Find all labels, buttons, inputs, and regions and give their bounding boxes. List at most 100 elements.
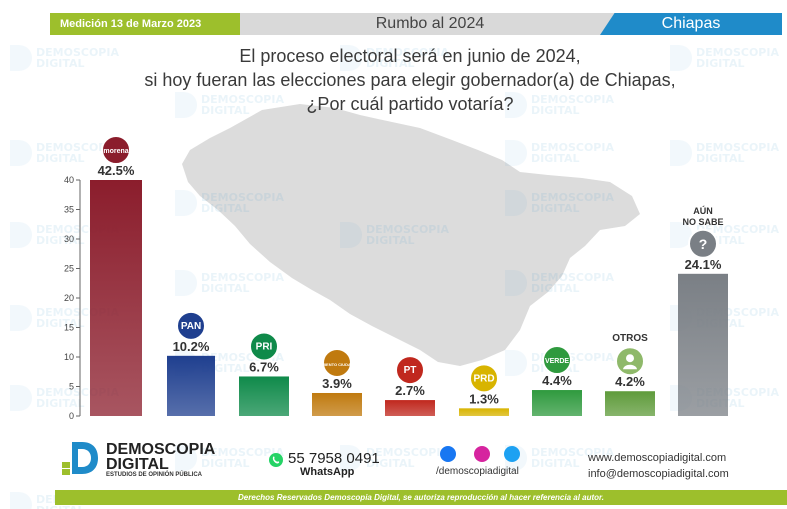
watermark-d-icon	[670, 45, 692, 71]
watermark-text: DIGITAL	[696, 152, 745, 165]
party-logo-icon	[322, 347, 352, 378]
watermark-d-icon	[340, 445, 362, 471]
watermark-text: DIGITAL	[36, 57, 85, 70]
party-logo-text: PT	[404, 365, 417, 376]
watermark-d-icon	[175, 270, 197, 296]
watermark-text: DIGITAL	[366, 234, 415, 247]
watermark-text: DEMOSCOPIA	[201, 191, 284, 204]
y-tick-label: 5	[69, 382, 74, 392]
y-tick-label: 15	[64, 323, 74, 333]
watermark-d-icon	[505, 350, 527, 376]
watermark-d-icon	[10, 45, 32, 71]
bar-value-label: 3.9%	[322, 376, 352, 391]
brand-name-line-2: DIGITAL	[106, 456, 169, 473]
watermark-text: DIGITAL	[36, 234, 85, 247]
bar-value-label: 1.3%	[469, 391, 499, 406]
watermark-text: DEMOSCOPIA	[696, 46, 779, 59]
watermark-text: DEMOSCOPIA	[531, 446, 614, 459]
watermark-d-icon	[505, 92, 527, 118]
watermark-text: DEMOSCOPIA	[696, 141, 779, 154]
watermark-d-icon	[505, 270, 527, 296]
watermark-text: DIGITAL	[36, 504, 85, 509]
bar-9	[678, 273, 728, 416]
watermark-d-icon	[175, 92, 197, 118]
watermark-d-icon	[505, 140, 527, 166]
brand-name-line-1: DEMOSCOPIA	[106, 441, 216, 458]
watermark-text: DIGITAL	[201, 104, 250, 117]
bar-3	[239, 376, 289, 416]
person-icon	[626, 354, 634, 363]
bar-value-label: 6.7%	[249, 359, 279, 374]
bar-2	[167, 355, 215, 416]
y-tick-label: 0	[69, 411, 74, 421]
watermark-text: DIGITAL	[366, 57, 415, 70]
party-logo-icon	[688, 228, 718, 259]
whatsapp-icon	[269, 453, 283, 467]
header-bar: Medición 13 de Marzo 2023 Rumbo al 2024 …	[0, 10, 787, 38]
facebook-icon[interactable]	[440, 446, 456, 462]
category-caption: AÚN	[693, 205, 713, 216]
question-line-1: El proceso electoral será en junio de 20…	[239, 46, 581, 66]
survey-question: El proceso electoral será en junio de 20…	[100, 44, 720, 116]
y-tick-label: 25	[64, 264, 74, 274]
bar-value-label: 42.5%	[98, 163, 135, 178]
y-tick-label: 40	[64, 175, 74, 185]
watermark-text: DEMOSCOPIA	[36, 141, 119, 154]
twitter-icon[interactable]	[504, 446, 520, 462]
bar-value-label: 4.2%	[615, 374, 645, 389]
email-link[interactable]: info@demoscopiadigital.com	[588, 468, 729, 480]
party-logo-text: PAN	[181, 321, 201, 332]
y-tick-label: 10	[64, 352, 74, 362]
bar-5	[385, 400, 435, 416]
category-caption: OTROS	[612, 333, 648, 344]
party-logo-text: PRD	[473, 373, 494, 384]
instagram-icon[interactable]	[474, 446, 490, 462]
rights-notice: Derechos Reservados Demoscopia Digital, …	[55, 490, 787, 505]
region-label: Chiapas	[600, 13, 782, 35]
question-line-2: si hoy fueran las elecciones para elegir…	[144, 70, 676, 90]
bar-1	[90, 180, 142, 416]
party-logo-icon	[101, 135, 131, 165]
party-logo-icon	[249, 331, 279, 362]
bar-4	[312, 392, 362, 416]
watermark-text: DIGITAL	[531, 152, 580, 165]
brand-d-icon	[62, 442, 98, 475]
watermark-text: DIGITAL	[531, 282, 580, 295]
watermark-d-icon	[10, 222, 32, 248]
watermark-text: DEMOSCOPIA	[201, 271, 284, 284]
whatsapp-number: 55 7958 0491	[288, 450, 380, 467]
social-handle[interactable]: /demoscopiadigital	[436, 466, 519, 477]
watermark-text: DEMOSCOPIA	[201, 446, 284, 459]
watermark-d-icon	[670, 140, 692, 166]
watermark-text: DEMOSCOPIA	[366, 46, 449, 59]
watermark-text: DEMOSCOPIA	[36, 46, 119, 59]
website-link[interactable]: www.demoscopiadigital.com	[588, 452, 727, 464]
y-axis: 0 5 10 15 20 25 30 35 40	[64, 175, 81, 421]
y-tick-label: 20	[64, 293, 74, 303]
watermark-text: DEMOSCOPIA	[366, 446, 449, 459]
watermark-d-icon	[505, 190, 527, 216]
bar-7	[532, 390, 582, 416]
person-icon	[623, 364, 637, 370]
watermark-d-icon	[10, 305, 32, 331]
watermark-text: DEMOSCOPIA	[531, 141, 614, 154]
watermark-d-icon	[175, 445, 197, 471]
y-tick-label: 35	[64, 205, 74, 215]
brand-name: DEMOSCOPIA DIGITAL	[106, 441, 216, 473]
bar-6	[459, 408, 509, 416]
category-caption: NO SABE	[682, 217, 723, 227]
watermark-text: DIGITAL	[201, 282, 250, 295]
party-logo-text: VERDE	[545, 358, 569, 365]
watermark-d-icon	[340, 222, 362, 248]
party-logo-icon	[176, 310, 206, 341]
measurement-date: Medición 13 de Marzo 2023	[50, 13, 248, 35]
bar-value-label: 24.1%	[685, 257, 722, 272]
y-tick-label: 30	[64, 234, 74, 244]
watermark-text: DIGITAL	[366, 457, 415, 470]
watermark-text: DIGITAL	[696, 57, 745, 70]
bar-value-label: 4.4%	[542, 373, 572, 388]
watermark-layer: DEMOSCOPIADIGITALDEMOSCOPIADIGITALDEMOSC…	[10, 45, 779, 509]
brand-tagline: ESTUDIOS DE OPINIÓN PÚBLICA	[106, 472, 203, 478]
watermark-text: DEMOSCOPIA	[531, 191, 614, 204]
